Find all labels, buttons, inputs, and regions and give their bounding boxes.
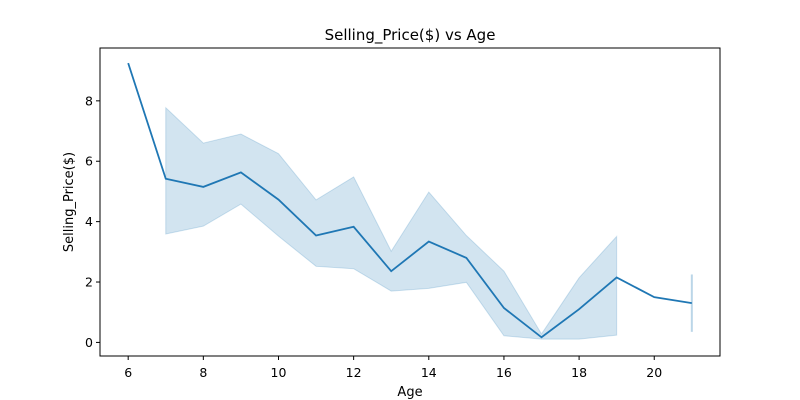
x-tick-label: 10 bbox=[271, 365, 287, 380]
plot-area bbox=[127, 62, 693, 340]
data-line bbox=[127, 62, 692, 339]
x-tick-label: 20 bbox=[646, 365, 662, 380]
x-tick-label: 16 bbox=[496, 365, 512, 380]
y-tick-label: 6 bbox=[85, 154, 93, 169]
y-tick-label: 0 bbox=[85, 335, 93, 350]
x-tick-label: 18 bbox=[571, 365, 587, 380]
x-tick-label: 8 bbox=[199, 365, 207, 380]
y-tick-label: 8 bbox=[85, 93, 93, 108]
confidence-band bbox=[165, 106, 618, 340]
y-tick-label: 2 bbox=[85, 275, 93, 290]
x-tick-label: 6 bbox=[124, 365, 132, 380]
x-tick-label: 12 bbox=[346, 365, 362, 380]
y-axis: 0 2 4 6 8 bbox=[85, 93, 100, 350]
chart-title: Selling_Price($) vs Age bbox=[325, 26, 496, 45]
x-axis-label: Age bbox=[397, 385, 422, 400]
plot-frame bbox=[99, 47, 721, 357]
x-axis: 6 8 10 12 14 16 18 20 bbox=[124, 356, 662, 380]
x-tick-label: 14 bbox=[421, 365, 437, 380]
y-tick-label: 4 bbox=[85, 214, 93, 229]
y-axis-label: Selling_Price($) bbox=[62, 152, 77, 252]
